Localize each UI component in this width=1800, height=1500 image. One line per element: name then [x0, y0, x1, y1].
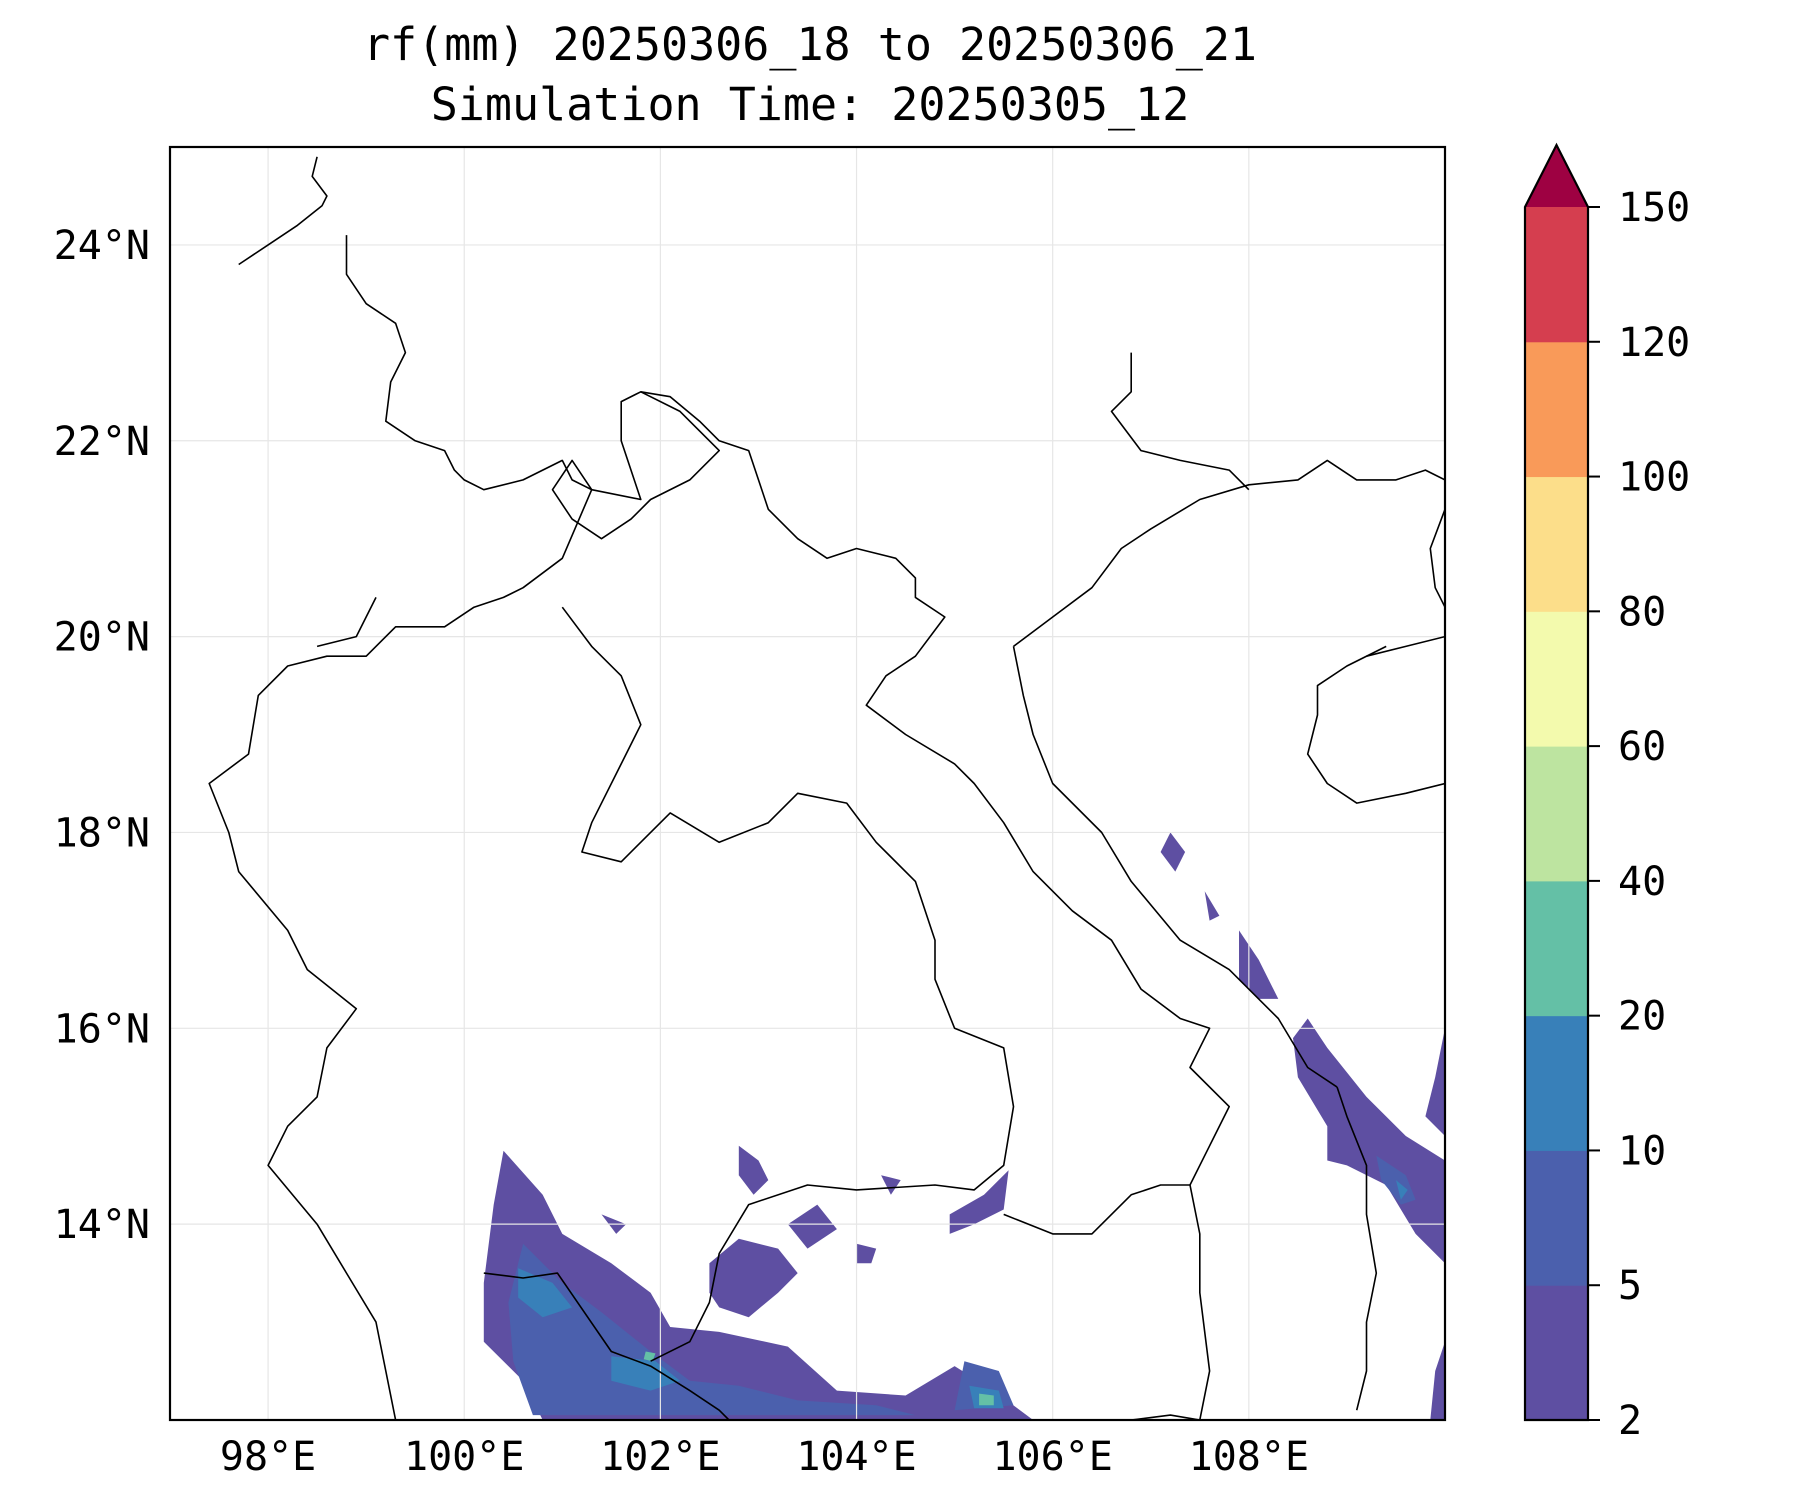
boundary-line-6	[316, 597, 377, 648]
boundary-line-1	[345, 235, 1230, 1186]
colorbar-label-100: 100	[1618, 455, 1690, 501]
boundary-line-2	[208, 391, 721, 1420]
boundary-line-11	[1110, 352, 1250, 491]
colorbar-segment-8	[1525, 207, 1588, 343]
rain-region-18	[611, 1356, 680, 1391]
rain-region-13	[1430, 1341, 1445, 1420]
rain-region-1	[709, 1238, 798, 1318]
colorbar-label-40: 40	[1618, 859, 1666, 905]
colorbar-segment-1	[1525, 1150, 1588, 1286]
colorbar-segment-3	[1525, 880, 1588, 1017]
rain-region-7	[856, 1243, 877, 1264]
boundary-line-13	[1306, 645, 1445, 804]
boundary-line-3	[561, 606, 1015, 1362]
x-tick-label-108: 108°E	[1189, 1434, 1309, 1480]
colorbar-segment-5	[1525, 611, 1588, 747]
x-tick-label-106: 106°E	[992, 1434, 1112, 1480]
y-tick-label-22: 22°N	[54, 419, 150, 465]
boundary-line-0	[238, 156, 328, 266]
boundary-line-9	[1012, 646, 1338, 1088]
plot-content	[170, 147, 1445, 1420]
colorbar-segment-2	[1525, 1015, 1588, 1151]
plot-background	[170, 147, 1445, 1420]
colorbar-label-20: 20	[1618, 994, 1666, 1040]
boundary-line-12	[1366, 635, 1445, 657]
boundary-line-10	[1013, 459, 1445, 648]
colorbar-label-60: 60	[1618, 724, 1666, 770]
rain-region-20	[1396, 1180, 1408, 1200]
x-tick-label-102: 102°E	[600, 1434, 720, 1480]
colorbar-extend-arrow	[1525, 145, 1588, 207]
colorbar-label-10: 10	[1618, 1128, 1666, 1174]
plot-frame	[168, 145, 1447, 1422]
rain-region-10	[1204, 891, 1220, 921]
colorbar-outline	[1523, 142, 1590, 1422]
y-tick-label-20: 20°N	[54, 615, 150, 661]
x-tick-label-98: 98°E	[220, 1434, 316, 1480]
colorbar-label-120: 120	[1618, 320, 1690, 366]
colorbar-label-150: 150	[1618, 185, 1690, 231]
rain-region-9	[1160, 832, 1186, 872]
map-title-line1: rf(mm) 20250306_18 to 20250306_21	[362, 18, 1258, 71]
boundary-line-5	[483, 1272, 730, 1420]
boundary-line-8	[1336, 1086, 1378, 1411]
y-tick-label-18: 18°N	[54, 810, 150, 856]
colorbar-label-5: 5	[1618, 1263, 1642, 1309]
colorbar-segment-7	[1525, 341, 1588, 478]
rain-region-4	[949, 1170, 1009, 1234]
colorbar: 2 5 10 20 40 60 80 100 120 150	[1523, 142, 1690, 1444]
rain-region-22	[643, 1351, 656, 1362]
rain-region-3	[787, 1204, 837, 1249]
colorbar-segment-0	[1525, 1285, 1588, 1421]
colorbar-label-80: 80	[1618, 589, 1666, 635]
colorbar-label-2: 2	[1618, 1398, 1642, 1444]
map-title-line2: Simulation Time: 20250305_12	[430, 78, 1190, 131]
x-tick-label-100: 100°E	[404, 1434, 524, 1480]
rain-region-12	[1425, 1028, 1445, 1136]
y-tick-label-14: 14°N	[54, 1202, 150, 1248]
map-plot-area: 98°E 100°E 102°E 104°E 106°E 108°E 14°N 16°N 18°…	[54, 145, 1447, 1480]
boundary-line-4	[1003, 1184, 1211, 1420]
rain-region-2	[738, 1145, 769, 1195]
rain-region-14	[508, 1243, 916, 1416]
y-tick-label-24: 24°N	[54, 223, 150, 269]
y-tick-label-16: 16°N	[54, 1006, 150, 1052]
x-tick-label-104: 104°E	[796, 1434, 916, 1480]
rain-region-17	[518, 1268, 573, 1318]
boundary-line-14	[1429, 509, 1445, 608]
colorbar-segment-4	[1525, 746, 1588, 882]
boundary-line-7	[1131, 1414, 1200, 1420]
colorbar-segment-6	[1525, 476, 1588, 612]
rain-region-5	[881, 1175, 901, 1195]
rain-region-21	[979, 1393, 994, 1406]
